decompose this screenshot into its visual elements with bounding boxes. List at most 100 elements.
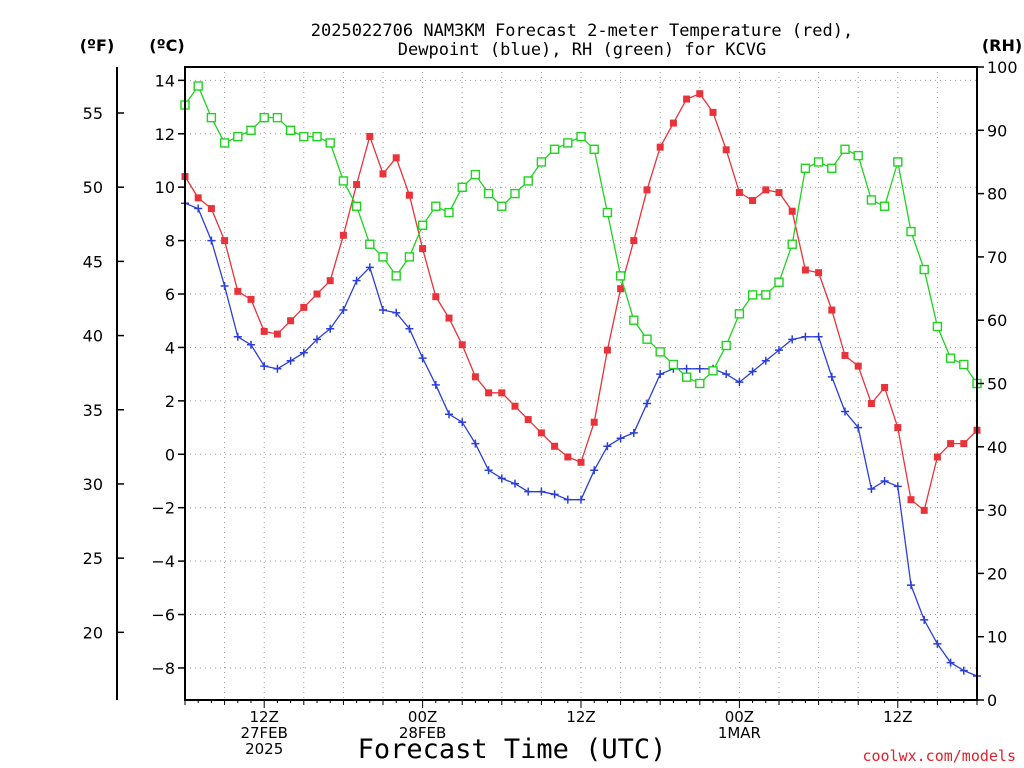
dewpoint-point bbox=[629, 428, 638, 437]
credit-text: coolwx.com/models bbox=[862, 747, 1016, 765]
dewpoint-point bbox=[220, 282, 229, 291]
temperature-point bbox=[881, 384, 889, 392]
temperature-point bbox=[326, 277, 334, 285]
y-tick-label-c: −4 bbox=[151, 552, 175, 571]
rh-point bbox=[906, 226, 916, 237]
y-tick-label-rh: 70 bbox=[987, 248, 1007, 267]
temperature-point bbox=[603, 346, 611, 354]
dewpoint-point bbox=[748, 367, 757, 376]
temperature-point bbox=[260, 327, 268, 335]
y-tick-label-f: 25 bbox=[83, 549, 103, 568]
y-tick-label-f: 55 bbox=[83, 104, 103, 123]
temperature-point bbox=[683, 95, 691, 103]
unit-label-rh: (RH) bbox=[982, 36, 1022, 55]
rh-point bbox=[193, 81, 203, 91]
dewpoint-point bbox=[511, 479, 519, 488]
unit-label-fahrenheit: (ºF) bbox=[80, 36, 115, 55]
rh-point bbox=[285, 125, 296, 136]
y-tick-label-rh: 20 bbox=[987, 564, 1007, 583]
rh-point bbox=[219, 138, 230, 148]
rh-point bbox=[233, 131, 243, 142]
temperature-point bbox=[537, 429, 545, 437]
dewpoint-point bbox=[286, 356, 295, 365]
y-tick-label-c: 14 bbox=[155, 71, 175, 90]
rh-point bbox=[417, 220, 428, 230]
temperature-point bbox=[445, 314, 453, 322]
y-tick-label-f: 30 bbox=[83, 475, 103, 494]
rh-point bbox=[338, 176, 349, 186]
y-tick-label-c: 8 bbox=[165, 232, 175, 251]
rh-point bbox=[470, 169, 481, 180]
temperature-point bbox=[630, 237, 638, 245]
rh-point bbox=[325, 138, 335, 148]
temperature-point bbox=[788, 207, 796, 215]
dewpoint-point bbox=[207, 236, 216, 245]
y-tick-label-c: 4 bbox=[165, 338, 175, 357]
rh-point bbox=[734, 309, 745, 319]
rh-point bbox=[840, 144, 850, 154]
dewpoint-point bbox=[590, 466, 599, 475]
rh-point bbox=[681, 372, 692, 382]
temperature-point bbox=[366, 132, 374, 140]
temperature-point bbox=[300, 303, 308, 311]
y-tick-label-rh: 0 bbox=[987, 691, 997, 710]
dewpoint-point bbox=[893, 482, 902, 491]
dewpoint-point bbox=[418, 354, 427, 363]
rh-point bbox=[853, 150, 863, 161]
temperature-point bbox=[551, 442, 559, 450]
temperature-point bbox=[709, 108, 717, 116]
y-tick-label-f: 45 bbox=[83, 252, 103, 271]
temperature-point bbox=[828, 306, 836, 314]
y-tick-label-rh: 30 bbox=[987, 501, 1007, 520]
temperature-point bbox=[511, 402, 519, 410]
rh-point bbox=[444, 207, 454, 218]
dewpoint-point bbox=[933, 639, 942, 648]
rh-point bbox=[893, 157, 903, 167]
dewpoint-point bbox=[643, 399, 651, 408]
dewpoint-point bbox=[814, 332, 823, 341]
rh-point bbox=[629, 315, 639, 325]
temperature-point bbox=[933, 453, 941, 461]
rh-point bbox=[879, 201, 890, 211]
rh-point bbox=[827, 163, 837, 173]
rh-point bbox=[246, 125, 256, 136]
dewpoint-point bbox=[907, 581, 915, 590]
dewpoint-point bbox=[841, 407, 849, 416]
x-tick-label: 12Z bbox=[250, 708, 279, 726]
rh-point bbox=[959, 359, 969, 370]
dewpoint-point bbox=[497, 474, 506, 483]
dewpoint-point bbox=[946, 658, 955, 667]
temperature-point bbox=[221, 237, 229, 245]
rh-point bbox=[510, 188, 520, 199]
y-tick-label-rh: 90 bbox=[987, 121, 1007, 140]
y-tick-label-rh: 10 bbox=[987, 628, 1007, 647]
rh-point bbox=[523, 176, 533, 186]
dewpoint-point bbox=[827, 372, 836, 381]
y-tick-label-f: 50 bbox=[83, 178, 103, 197]
temperature-point bbox=[405, 191, 413, 199]
temperature-point bbox=[379, 170, 387, 178]
y-tick-label-rh: 50 bbox=[987, 375, 1007, 394]
temperature-point bbox=[194, 194, 202, 202]
rh-point bbox=[932, 321, 943, 332]
temperature-point bbox=[471, 373, 479, 381]
temperature-point bbox=[867, 400, 875, 408]
y-tick-label-c: 10 bbox=[155, 178, 175, 197]
dewpoint-point bbox=[379, 306, 387, 315]
temperature-point bbox=[656, 143, 664, 151]
temperature-point bbox=[247, 295, 255, 303]
x-tick-label: 1MAR bbox=[718, 724, 761, 742]
y-tick-label-c: −6 bbox=[151, 606, 175, 625]
rh-point bbox=[206, 112, 217, 123]
temperature-point bbox=[854, 362, 862, 370]
rh-point bbox=[945, 353, 956, 363]
y-tick-label-rh: 40 bbox=[987, 438, 1007, 457]
temperature-point bbox=[696, 90, 704, 98]
x-tick-label: 00Z bbox=[725, 708, 754, 726]
rh-point bbox=[761, 290, 771, 300]
rh-point bbox=[431, 201, 441, 211]
temperature-point bbox=[735, 189, 743, 197]
rh-point bbox=[668, 359, 679, 370]
dewpoint-point bbox=[537, 487, 546, 496]
temperature-point bbox=[643, 186, 651, 194]
